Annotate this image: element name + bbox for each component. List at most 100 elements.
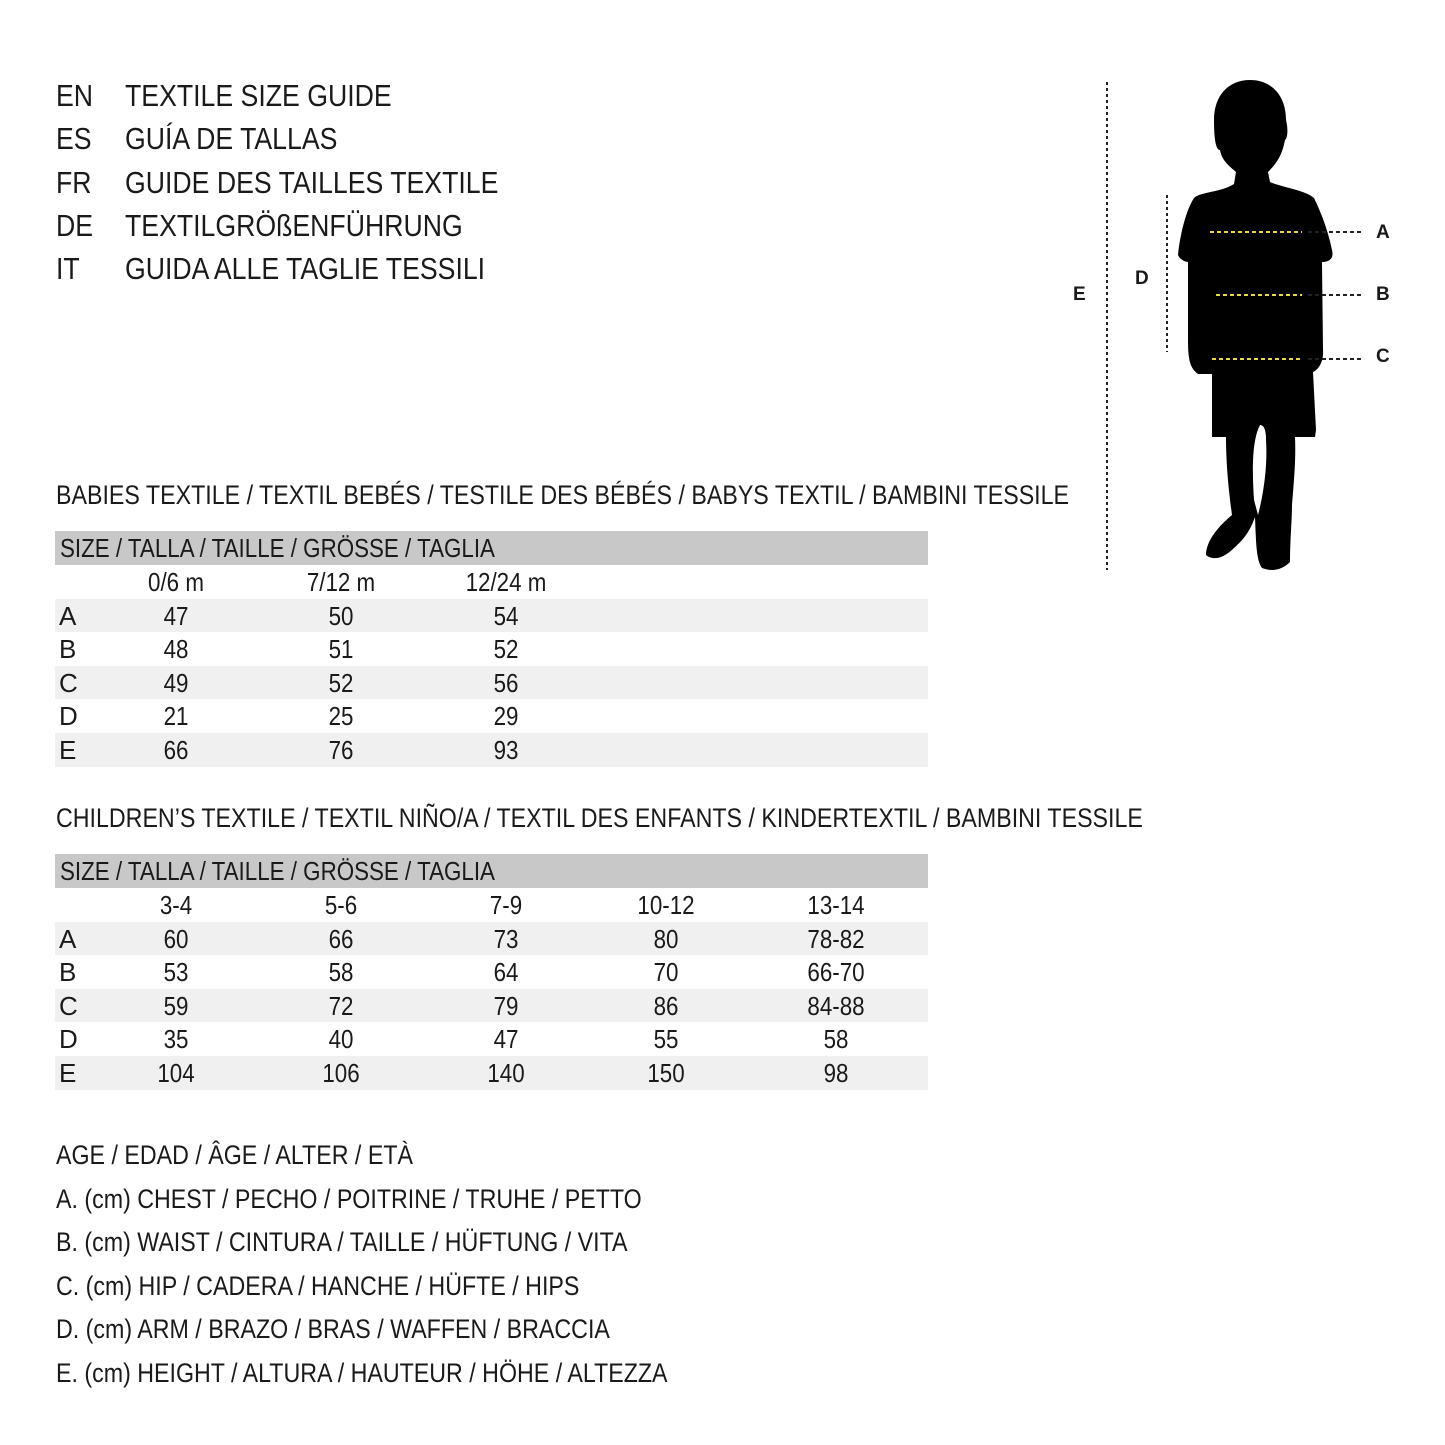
legend-item: C. (cm) HIP / CADERA / HANCHE / HÜFTE / … [56, 1270, 580, 1301]
table-cell: 64 [493, 957, 519, 988]
children-heading: CHILDREN’S TEXTILE / TEXTIL NIÑO/A / TEX… [56, 803, 1143, 833]
table-row: D 35 40 47 55 58 [55, 1022, 928, 1056]
babies-heading: BABIES TEXTILE / TEXTIL BEBÉS / TESTILE … [56, 480, 1070, 510]
size-header: SIZE / TALLA / TAILLE / GRÖSSE / TAGLIA [60, 533, 495, 563]
table-row: D 21 25 29 [55, 699, 928, 733]
column-header-row: 3-4 5-6 7-9 10-12 13-14 [55, 888, 928, 922]
table-cell: 49 [163, 667, 189, 698]
children-size-table: SIZE / TALLA / TAILLE / GRÖSSE / TAGLIA 3… [55, 854, 928, 1090]
label-d: D [1135, 268, 1149, 289]
table-cell: 80 [653, 923, 679, 954]
row-label: D [59, 701, 78, 732]
column-header: 12/24 m [465, 567, 547, 597]
table-cell: 50 [328, 600, 354, 631]
table-cell: 51 [328, 634, 354, 665]
label-a: A [1376, 222, 1390, 243]
legend-item: A. (cm) CHEST / PECHO / POITRINE / TRUHE… [56, 1183, 642, 1214]
table-cell: 66-70 [807, 957, 865, 988]
title-text: TEXTILE SIZE GUIDE [125, 78, 392, 113]
table-cell: 106 [322, 1057, 360, 1088]
table-cell: 70 [653, 957, 679, 988]
column-header-row: 0/6 m 7/12 m 12/24 m [55, 565, 928, 599]
table-cell: 66 [328, 923, 354, 954]
table-cell: 59 [163, 990, 189, 1021]
table-row: A 60 66 73 80 78-82 [55, 921, 928, 956]
table-row: B 48 51 52 [55, 632, 928, 666]
table-cell: 93 [493, 734, 519, 765]
language-code: ES [56, 121, 92, 157]
table-cell: 73 [493, 923, 519, 954]
size-header-bar: SIZE / TALLA / TAILLE / GRÖSSE / TAGLIA [55, 531, 928, 565]
title-text: TEXTILGRÖßENFÜHRUNG [125, 207, 463, 243]
legend-item: E. (cm) HEIGHT / ALTURA / HAUTEUR / HÖHE… [56, 1357, 668, 1388]
legend-item: D. (cm) ARM / BRAZO / BRAS / WAFFEN / BR… [56, 1314, 610, 1344]
table-row: E 66 76 93 [55, 732, 928, 767]
column-header: 7/12 m [306, 567, 376, 597]
child-silhouette-icon [1178, 80, 1333, 570]
row-label: C [59, 990, 78, 1021]
table-cell: 54 [493, 600, 519, 631]
row-label: B [59, 957, 77, 988]
table-cell: 47 [493, 1024, 519, 1055]
row-label: A [59, 600, 77, 631]
label-b: B [1376, 284, 1390, 305]
language-code: IT [56, 251, 80, 287]
table-cell: 35 [163, 1024, 189, 1055]
label-c: C [1376, 346, 1390, 367]
table-cell: 58 [328, 957, 354, 988]
table-row: B 53 58 64 70 66-70 [55, 955, 928, 989]
column-header: 5-6 [324, 890, 358, 920]
child-silhouette-figure [1106, 80, 1362, 570]
table-cell: 55 [653, 1024, 679, 1055]
table-cell: 58 [823, 1024, 849, 1055]
table-cell: 150 [647, 1057, 685, 1088]
table-cell: 21 [163, 701, 189, 732]
legend-item: B. (cm) WAIST / CINTURA / TAILLE / HÜFTU… [56, 1227, 628, 1257]
column-header: 0/6 m [148, 567, 204, 597]
table-cell: 40 [328, 1024, 354, 1055]
row-label: A [59, 923, 77, 954]
label-e: E [1073, 284, 1086, 305]
table-cell: 78-82 [807, 923, 865, 954]
table-cell: 53 [163, 957, 189, 988]
row-label: C [59, 667, 78, 698]
language-code: FR [56, 164, 92, 200]
column-header: 7-9 [489, 890, 523, 920]
column-header: 13-14 [807, 890, 865, 920]
table-cell: 140 [487, 1057, 525, 1088]
row-label: D [59, 1024, 78, 1055]
column-header: 10-12 [637, 890, 695, 920]
table-cell: 66 [163, 734, 189, 765]
babies-size-table: SIZE / TALLA / TAILLE / GRÖSSE / TAGLIA 0… [55, 531, 928, 767]
row-label: E [59, 734, 77, 765]
table-cell: 52 [328, 667, 354, 698]
title-text: GUÍA DE TALLAS [125, 121, 338, 157]
table-row: C 49 52 56 [55, 665, 928, 700]
row-label: B [59, 634, 77, 665]
table-row: C 59 72 79 86 84-88 [55, 988, 928, 1023]
row-label: E [59, 1057, 77, 1088]
table-cell: 29 [493, 701, 519, 732]
column-header: 3-4 [159, 890, 193, 920]
legend-item: AGE / EDAD / ÂGE / ALTER / ETÀ [56, 1140, 414, 1170]
table-cell: 25 [328, 701, 354, 732]
table-cell: 47 [163, 600, 189, 631]
size-header: SIZE / TALLA / TAILLE / GRÖSSE / TAGLIA [60, 856, 495, 886]
table-cell: 60 [163, 923, 189, 954]
table-cell: 52 [493, 634, 519, 665]
table-cell: 56 [493, 667, 519, 698]
language-code: DE [56, 207, 94, 243]
table-row: A 47 50 54 [55, 598, 928, 633]
table-cell: 86 [653, 990, 679, 1021]
table-cell: 98 [823, 1057, 849, 1088]
table-cell: 79 [493, 990, 519, 1021]
table-cell: 48 [163, 634, 189, 665]
table-cell: 76 [328, 734, 354, 765]
table-row: E 104 106 140 150 98 [55, 1055, 928, 1090]
table-cell: 84-88 [807, 990, 865, 1021]
language-code: EN [56, 78, 94, 113]
table-cell: 104 [157, 1057, 195, 1088]
size-header-bar: SIZE / TALLA / TAILLE / GRÖSSE / TAGLIA [55, 854, 928, 888]
table-cell: 72 [328, 990, 354, 1021]
title-text: GUIDE DES TAILLES TEXTILE [125, 164, 499, 200]
